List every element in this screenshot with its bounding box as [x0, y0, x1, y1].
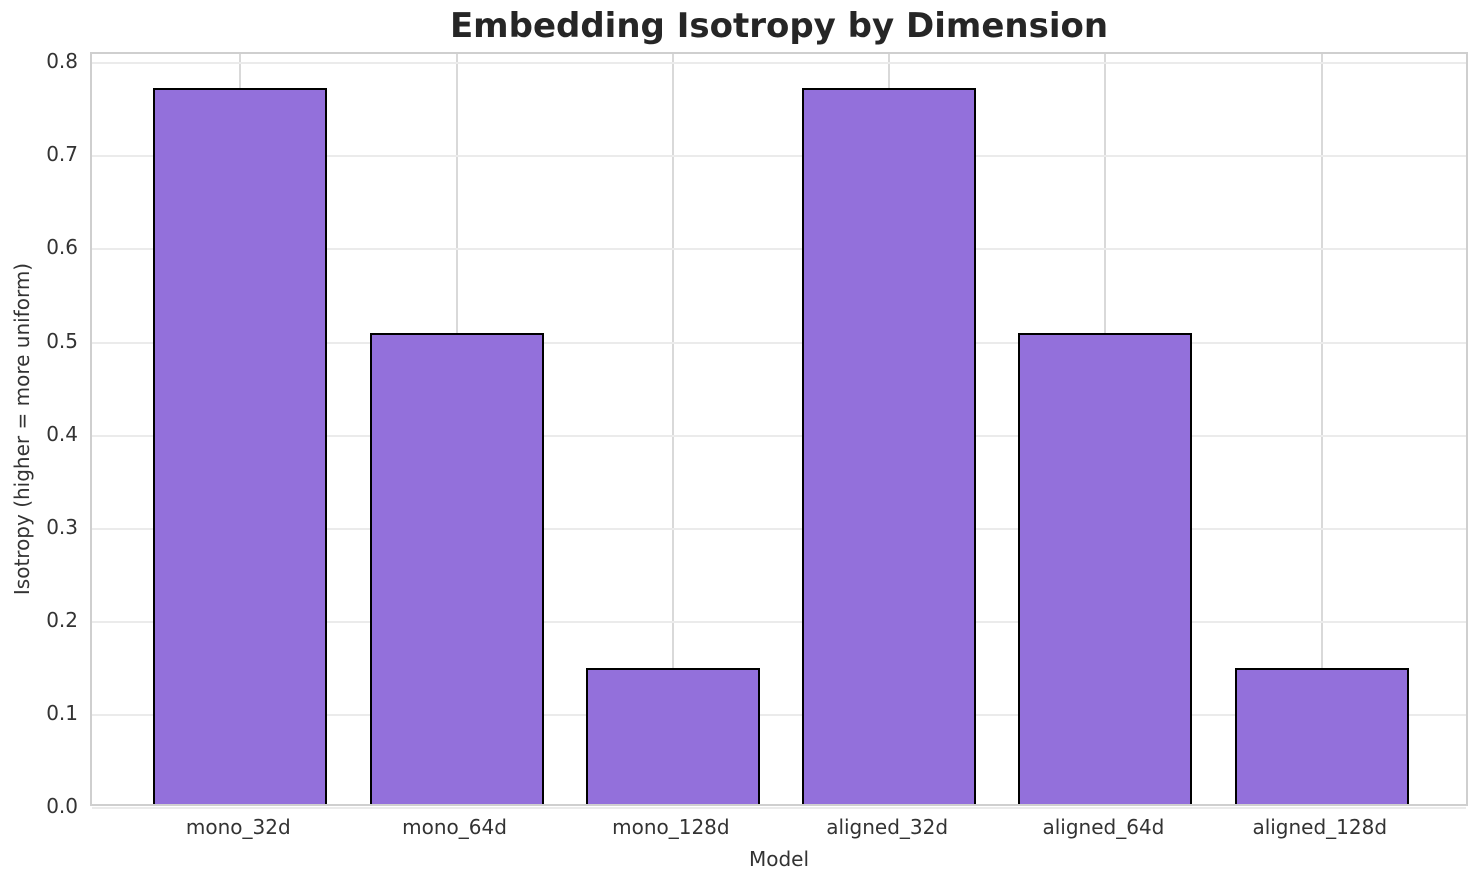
y-tick-label: 0.8 [46, 49, 78, 74]
plot-area [90, 52, 1468, 809]
y-tick-label: 0.4 [46, 421, 78, 446]
y-tick-label: 0.1 [46, 700, 78, 725]
y-tick-label: 0.5 [46, 328, 78, 353]
bar-aligned_128d [1234, 668, 1409, 804]
y-tick-label: 0.0 [46, 794, 78, 818]
y-tick-label: 0.2 [46, 607, 78, 632]
x-axis-label: Model [748, 847, 810, 871]
gridline-horizontal [92, 341, 1466, 344]
y-tick-label: 0.3 [46, 514, 78, 539]
y-tick-label: 0.6 [46, 235, 78, 260]
x-tick-label-aligned_32d: aligned_32d [826, 815, 949, 839]
bar-aligned_32d [802, 88, 977, 804]
gridline-horizontal [92, 807, 1466, 809]
y-tick-label: 0.7 [46, 142, 78, 167]
gridline-horizontal [92, 62, 1466, 65]
x-tick-label-mono_32d: mono_32d [185, 815, 291, 839]
x-tick-label-mono_64d: mono_64d [402, 815, 507, 839]
gridline-horizontal [92, 713, 1466, 716]
gridline-horizontal [92, 620, 1466, 623]
gridline-horizontal [92, 248, 1466, 251]
gridline-vertical [671, 54, 674, 804]
x-tick-label-mono_128d: mono_128d [612, 815, 730, 839]
gridline-horizontal [92, 527, 1466, 530]
bar-aligned_64d [1018, 332, 1193, 804]
x-tick-label-aligned_128d: aligned_128d [1252, 815, 1388, 839]
gridline-horizontal [92, 155, 1466, 158]
bar-mono_128d [585, 668, 760, 804]
chart-title: Embedding Isotropy by Dimension [449, 6, 1109, 46]
gridline-horizontal [92, 434, 1466, 437]
bar-mono_64d [369, 332, 544, 804]
x-tick-label-aligned_64d: aligned_64d [1042, 815, 1165, 839]
bar-mono_32d [153, 88, 328, 804]
gridline-vertical [1320, 54, 1323, 804]
